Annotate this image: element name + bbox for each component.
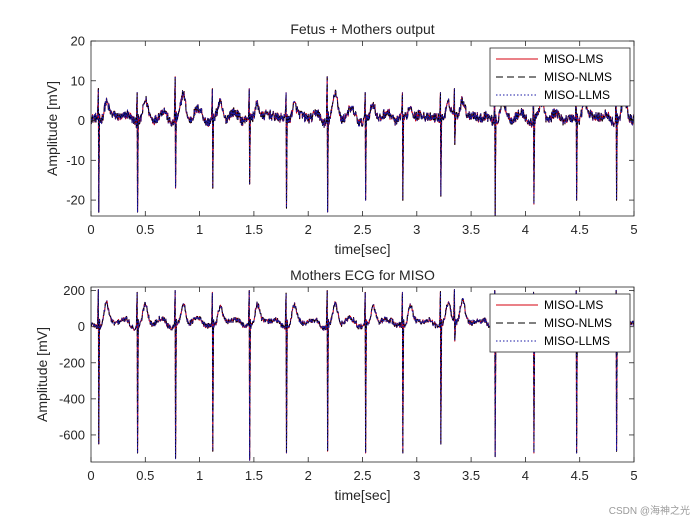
x-axis-label: time[sec] (334, 487, 390, 503)
y-tick-label: -600 (59, 427, 85, 442)
y-axis-label: Amplitude [mV] (44, 81, 60, 176)
x-tick-label: 0 (87, 222, 94, 237)
x-tick-label: 5 (630, 468, 637, 483)
chart-title: Fetus + Mothers output (290, 21, 434, 37)
legend-label: MISO-LMS (544, 52, 603, 66)
x-tick-label: 2.5 (353, 222, 371, 237)
legend-label: MISO-NLMS (544, 316, 612, 330)
chart-mothers-ecg: 0 0.5 1 1.5 2 2.5 3 3.5 4 4.5 5 -600 -400 -200 0 200 Mot… (34, 267, 638, 503)
legend-label: MISO-LLMS (544, 334, 610, 348)
legend: MISO-LMS MISO-NLMS MISO-LLMS (489, 293, 631, 353)
x-axis-label: time[sec] (334, 241, 390, 257)
legend: MISO-LMS MISO-NLMS MISO-LLMS (489, 47, 631, 107)
y-tick-label: -200 (59, 355, 85, 370)
watermark: CSDN @海神之光 (609, 504, 690, 517)
x-tick-label: 1.5 (245, 222, 263, 237)
x-tick-label: 2 (305, 468, 312, 483)
x-tick-label: 4 (522, 468, 529, 483)
chart-title: Mothers ECG for MISO (290, 267, 435, 283)
y-tick-label: -10 (66, 153, 85, 168)
legend-label: MISO-LLMS (544, 88, 610, 102)
x-tick-label: 1 (196, 222, 203, 237)
y-tick-label: 200 (63, 283, 85, 298)
y-tick-label: 10 (71, 73, 85, 88)
chart-fetus-mothers-output: 0 0.5 1 1.5 2 2.5 3 3.5 4 4.5 5 -20 -10 0 10 20 Fetus + … (44, 21, 638, 257)
x-tick-label: 3 (413, 468, 420, 483)
y-axis-label: Amplitude [mV] (34, 327, 50, 422)
x-tick-label: 2.5 (353, 468, 371, 483)
x-tick-label: 2 (305, 222, 312, 237)
x-tick-label: 3 (413, 222, 420, 237)
x-tick-label: 4.5 (571, 222, 589, 237)
y-tick-label: -20 (66, 193, 85, 208)
x-tick-label: 4.5 (571, 468, 589, 483)
x-tick-label: 0.5 (136, 222, 154, 237)
legend-label: MISO-LMS (544, 298, 603, 312)
x-tick-label: 4 (522, 222, 529, 237)
y-tick-label: 0 (78, 113, 85, 128)
x-tick-label: 1.5 (245, 468, 263, 483)
x-tick-label: 3.5 (462, 468, 480, 483)
x-tick-label: 5 (630, 222, 637, 237)
x-tick-label: 0.5 (136, 468, 154, 483)
y-tick-label: 0 (78, 319, 85, 334)
legend-label: MISO-NLMS (544, 70, 612, 84)
y-tick-label: 20 (71, 34, 85, 49)
x-tick-label: 1 (196, 468, 203, 483)
y-tick-label: -400 (59, 391, 85, 406)
series-line-miso-llms (91, 288, 634, 461)
x-tick-label: 0 (87, 468, 94, 483)
x-tick-label: 3.5 (462, 222, 480, 237)
